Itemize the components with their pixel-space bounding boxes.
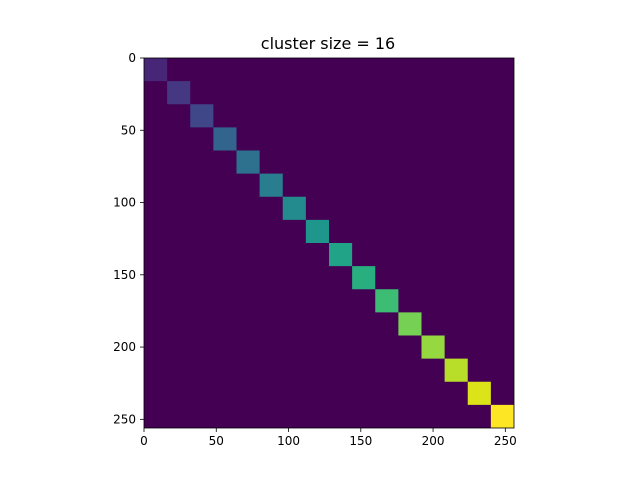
x-tick-label-150: 150 xyxy=(349,434,372,448)
x-tick-label-250: 250 xyxy=(494,434,517,448)
heatmap-block-9 xyxy=(329,243,353,267)
heatmap-block-5 xyxy=(236,150,260,174)
chart-title: cluster size = 16 xyxy=(261,34,395,53)
y-tick-label-250: 250 xyxy=(113,412,136,426)
heatmap-block-7 xyxy=(282,196,306,220)
plot-frame xyxy=(143,57,515,429)
y-tick-label-50: 50 xyxy=(121,123,136,137)
heatmap-block-16 xyxy=(490,404,514,428)
heatmap-block-8 xyxy=(305,219,329,243)
y-tick-label-0: 0 xyxy=(128,51,136,65)
heatmap-block-2 xyxy=(167,81,191,105)
x-tick-label-100: 100 xyxy=(277,434,300,448)
heatmap-block-6 xyxy=(259,173,283,197)
heatmap-block-13 xyxy=(421,335,445,359)
y-tick-label-100: 100 xyxy=(113,196,136,210)
x-tick-label-50: 50 xyxy=(209,434,224,448)
x-tick-label-200: 200 xyxy=(422,434,445,448)
heatmap-block-10 xyxy=(352,266,376,290)
heatmap-block-14 xyxy=(444,358,468,382)
heatmap-block-11 xyxy=(375,289,399,313)
heatmap-block-4 xyxy=(213,127,237,151)
axes: 0 50 100 150 200 250 0 50 100 150 200 250 xyxy=(113,51,517,448)
heatmap-block-12 xyxy=(398,312,422,336)
heatmap-block-3 xyxy=(190,104,214,128)
heatmap-block-1 xyxy=(144,58,168,82)
heatmap-block-15 xyxy=(467,381,491,405)
y-tick-label-200: 200 xyxy=(113,340,136,354)
y-tick-label-150: 150 xyxy=(113,268,136,282)
plot-area xyxy=(144,58,514,428)
x-tick-label-0: 0 xyxy=(140,434,148,448)
